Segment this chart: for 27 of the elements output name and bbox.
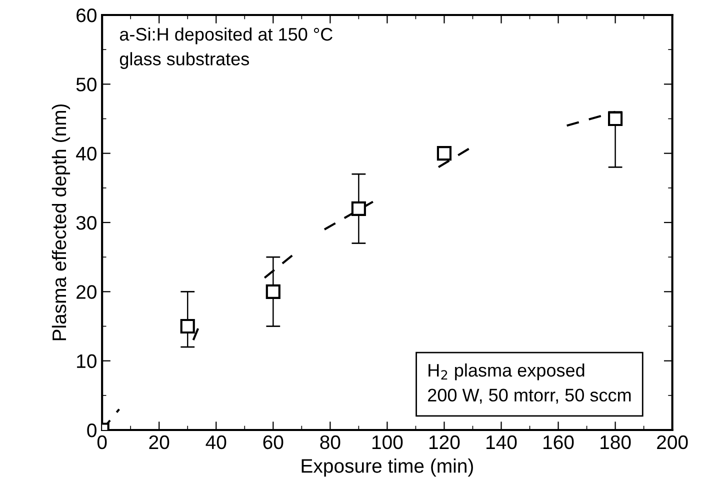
x-tick-label: 100 [372, 435, 403, 450]
x-tick-label: 120 [429, 435, 460, 450]
point [351, 201, 366, 216]
y-tick-label: 60 [76, 8, 96, 22]
y-tick-label: 40 [76, 146, 96, 161]
x-tick-label: 160 [544, 435, 574, 450]
point [608, 111, 623, 126]
x-axis-title: Exposure time (min) [302, 458, 473, 477]
x-tick-label: 80 [320, 435, 340, 450]
y-tick-label: 0 [87, 423, 96, 438]
x-tick-label: 140 [486, 435, 517, 450]
y-axis-title: Plasma effected depth (nm) [52, 104, 70, 340]
x-tick-label: 40 [206, 435, 226, 450]
x-tick-label: 20 [149, 435, 170, 450]
annotation: a-Si:H deposited at 150 °C glass substrates [120, 27, 332, 69]
y-tick-label: 50 [76, 78, 96, 92]
x-tick-label: 180 [600, 435, 631, 450]
y-tick-label: 10 [77, 354, 96, 368]
x-tick-label: 200 [657, 435, 688, 450]
y-tick-label: 30 [76, 216, 96, 230]
annotation: H$_{2}$ plasma exposed 200 W, 50 mtorr, 50 sccm [428, 363, 631, 404]
y-tick-label: 20 [76, 285, 96, 299]
point [436, 146, 452, 161]
x-tick-label: 60 [263, 435, 284, 450]
point [180, 318, 195, 334]
point [266, 284, 280, 299]
x-tick-label: 0 [97, 435, 107, 450]
